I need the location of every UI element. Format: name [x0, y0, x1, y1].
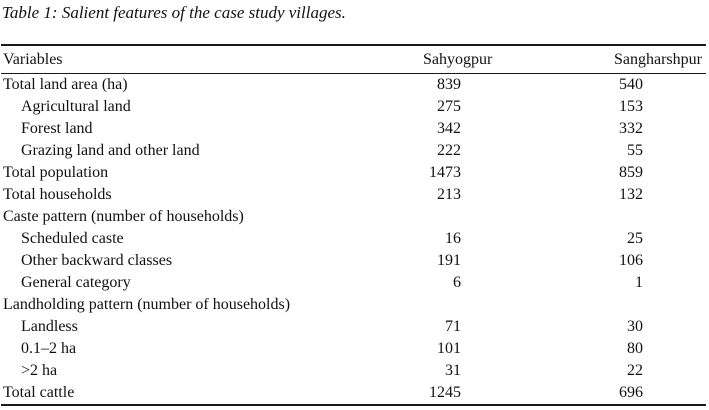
table-row: General category 6 1: [1, 272, 706, 294]
sangharshpur-value: 540: [619, 76, 643, 93]
sahyogpur-value: 275: [437, 98, 461, 115]
sangharshpur-value: 132: [619, 186, 643, 203]
variable-label: Other backward classes: [21, 252, 173, 269]
table-row: Other backward classes 191 106: [1, 250, 706, 272]
sahyogpur-value: [341, 206, 498, 228]
variable-label: Total population: [3, 164, 109, 181]
sahyogpur-value: 222: [437, 142, 461, 159]
variable-label: Scheduled caste: [21, 230, 124, 247]
table-caption: Table 1: Salient features of the case st…: [2, 3, 346, 22]
table-row: Caste pattern (number of households): [1, 206, 706, 228]
sangharshpur-value: 859: [619, 164, 643, 181]
header-row: Variables Sahyogpur Sangharshpur: [1, 45, 706, 74]
sahyogpur-value: 6: [453, 274, 461, 291]
sangharshpur-value: 153: [619, 98, 643, 115]
sangharshpur-value: 106: [619, 252, 643, 269]
variable-label: >2 ha: [21, 362, 58, 379]
table-row: Grazing land and other land 222 55: [1, 140, 706, 162]
table-row: Landless 71 30: [1, 316, 706, 338]
table-row: Scheduled caste 16 25: [1, 228, 706, 250]
sangharshpur-value: 332: [619, 120, 643, 137]
sahyogpur-value: 71: [445, 318, 461, 335]
variable-label: Grazing land and other land: [21, 142, 200, 159]
variable-label: Caste pattern (number of households): [3, 208, 244, 225]
sangharshpur-value: 30: [627, 318, 643, 335]
sahyogpur-value: 839: [437, 76, 461, 93]
variable-label: Agricultural land: [21, 98, 131, 115]
column-header-sangharshpur: Sangharshpur: [498, 45, 706, 74]
sahyogpur-value: [341, 294, 498, 316]
variable-label: Landless: [21, 318, 78, 335]
table-row: Total households 213 132: [1, 184, 706, 206]
variable-label: Total cattle: [3, 384, 75, 401]
variable-label: Total land area (ha): [3, 76, 128, 93]
sahyogpur-value: 1245: [429, 384, 461, 401]
sangharshpur-value: 696: [619, 384, 643, 401]
sahyogpur-value: 213: [437, 186, 461, 203]
sahyogpur-value: 31: [445, 362, 461, 379]
table-row: Forest land 342 332: [1, 118, 706, 140]
table-header: Variables Sahyogpur Sangharshpur: [1, 45, 706, 74]
variable-label: Forest land: [21, 120, 93, 137]
table-row: 0.1–2 ha 101 80: [1, 338, 706, 360]
table-row: Landholding pattern (number of household…: [1, 294, 706, 316]
village-features-table: Variables Sahyogpur Sangharshpur Total l…: [1, 44, 706, 406]
variable-label: Total households: [3, 186, 112, 203]
table-row: Total land area (ha) 839 540: [1, 74, 706, 97]
sangharshpur-value: [498, 206, 706, 228]
sahyogpur-value: 342: [437, 120, 461, 137]
sahyogpur-value: 101: [437, 340, 461, 357]
sangharshpur-value: [498, 294, 706, 316]
table-row: Total population 1473 859: [1, 162, 706, 184]
variable-label: 0.1–2 ha: [21, 340, 77, 357]
variable-label: Landholding pattern (number of household…: [3, 296, 291, 313]
sangharshpur-value: 25: [627, 230, 643, 247]
sangharshpur-value: 55: [627, 142, 643, 159]
variable-label: General category: [21, 274, 131, 291]
sangharshpur-value: 22: [627, 362, 643, 379]
table-row: >2 ha 31 22: [1, 360, 706, 382]
table-row: Agricultural land 275 153: [1, 96, 706, 118]
column-header-sahyogpur: Sahyogpur: [341, 45, 498, 74]
table-row: Total cattle 1245 696: [1, 382, 706, 405]
column-header-variables: Variables: [1, 45, 341, 74]
sahyogpur-value: 1473: [429, 164, 461, 181]
sangharshpur-value: 1: [635, 274, 643, 291]
table-body: Total land area (ha) 839 540 Agricultural l…: [1, 74, 706, 406]
sahyogpur-value: 191: [437, 252, 461, 269]
sahyogpur-value: 16: [445, 230, 461, 247]
sangharshpur-value: 80: [627, 340, 643, 357]
